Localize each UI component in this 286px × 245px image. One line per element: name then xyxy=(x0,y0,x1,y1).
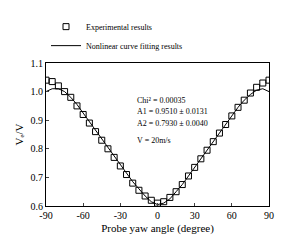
svg-text:90: 90 xyxy=(264,210,274,221)
svg-text:Vₑ/V: Vₑ/V xyxy=(13,124,25,146)
svg-text:60: 60 xyxy=(227,210,237,221)
svg-text:30: 30 xyxy=(190,210,200,221)
svg-text:0.8: 0.8 xyxy=(31,143,44,154)
svg-text:A1 = 0.9510 ± 0.0131: A1 = 0.9510 ± 0.0131 xyxy=(137,107,208,116)
svg-text:0.6: 0.6 xyxy=(31,201,44,212)
svg-text:0.9: 0.9 xyxy=(31,115,44,126)
svg-text:Chi² = 0.00035: Chi² = 0.00035 xyxy=(137,96,185,105)
svg-text:Probe yaw angle (degree): Probe yaw angle (degree) xyxy=(101,222,214,235)
svg-text:-30: -30 xyxy=(114,210,127,221)
svg-text:0: 0 xyxy=(155,210,160,221)
svg-text:A2 = 0.7930 ± 0.0040: A2 = 0.7930 ± 0.0040 xyxy=(137,119,208,128)
svg-text:1.0: 1.0 xyxy=(31,86,44,97)
svg-text:-90: -90 xyxy=(39,210,52,221)
svg-text:1.1: 1.1 xyxy=(31,58,44,69)
svg-text:0.7: 0.7 xyxy=(31,172,44,183)
svg-text:Experimental results: Experimental results xyxy=(86,23,152,32)
svg-text:V = 20m/s: V = 20m/s xyxy=(137,136,171,145)
svg-text:Nonlinear curve fitting result: Nonlinear curve fitting results xyxy=(86,42,182,51)
svg-text:-60: -60 xyxy=(76,210,89,221)
